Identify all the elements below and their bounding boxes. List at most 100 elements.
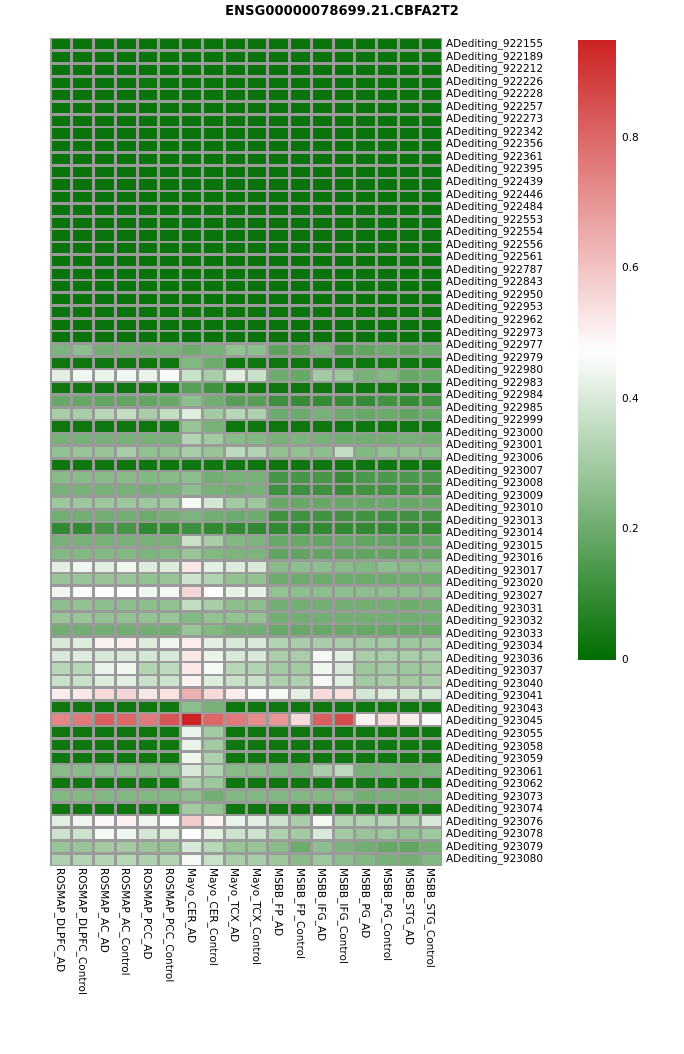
- heatmap-cell: [72, 713, 94, 726]
- heatmap-cell-fill: [225, 383, 245, 394]
- heatmap-cell-fill: [51, 128, 71, 139]
- heatmap-cell-fill: [138, 459, 158, 470]
- row-label: ADediting_922950: [446, 288, 543, 301]
- heatmap-cell: [202, 611, 224, 624]
- heatmap-cell-fill: [334, 803, 354, 814]
- heatmap-cell: [377, 369, 399, 382]
- heatmap-cell-fill: [182, 153, 201, 165]
- heatmap-cell: [311, 369, 333, 382]
- heatmap-cell-fill: [356, 638, 376, 649]
- heatmap-cell: [268, 76, 290, 89]
- heatmap-cell-fill: [203, 383, 223, 394]
- heatmap-cell: [311, 509, 333, 522]
- heatmap-cell-fill: [51, 854, 71, 865]
- heatmap-cell-fill: [225, 472, 245, 483]
- heatmap-cell: [224, 395, 246, 408]
- heatmap-cell-fill: [203, 816, 223, 827]
- heatmap-cell-fill: [116, 459, 136, 470]
- heatmap-cell: [94, 471, 116, 484]
- heatmap-cell: [115, 471, 137, 484]
- heatmap-cell: [181, 369, 203, 382]
- heatmap-cell-fill: [312, 153, 332, 165]
- heatmap-cell-fill: [269, 485, 289, 496]
- heatmap-cell: [72, 509, 94, 522]
- heatmap-cell: [159, 102, 181, 115]
- heatmap-cell: [137, 471, 159, 484]
- heatmap-cell-fill: [182, 408, 201, 419]
- heatmap-cell-fill: [138, 714, 158, 725]
- heatmap-cell: [224, 522, 246, 535]
- row-label: ADediting_922155: [446, 37, 543, 50]
- heatmap-cell-fill: [421, 102, 441, 114]
- heatmap-cell-fill: [160, 306, 180, 317]
- heatmap-cell: [246, 255, 268, 268]
- heatmap-cell-fill: [291, 638, 310, 649]
- heatmap-cell: [246, 675, 268, 688]
- heatmap-cell: [202, 700, 224, 713]
- heatmap-cell-fill: [203, 77, 223, 88]
- heatmap-cell-fill: [399, 561, 419, 572]
- heatmap-cell-fill: [116, 536, 136, 547]
- heatmap-cell: [202, 662, 224, 675]
- heatmap-cell: [355, 280, 377, 293]
- heatmap-cell: [311, 293, 333, 306]
- heatmap-cell: [159, 624, 181, 637]
- heatmap-cell: [72, 802, 94, 815]
- heatmap-cell: [311, 828, 333, 841]
- heatmap-cell: [355, 344, 377, 357]
- heatmap-cell: [224, 726, 246, 739]
- heatmap-cell-fill: [51, 153, 71, 165]
- heatmap-cell: [246, 165, 268, 178]
- heatmap-cell: [94, 815, 116, 828]
- heatmap-cell-fill: [421, 752, 441, 763]
- heatmap-cell-fill: [95, 561, 114, 572]
- heatmap-cell: [50, 293, 72, 306]
- heatmap-cell-fill: [95, 536, 114, 547]
- heatmap-cell-fill: [399, 587, 419, 598]
- heatmap-cell: [159, 815, 181, 828]
- heatmap-cell-fill: [138, 739, 158, 751]
- heatmap-cell: [398, 267, 420, 280]
- heatmap-cell-fill: [73, 153, 93, 165]
- heatmap-cell-fill: [203, 599, 223, 610]
- heatmap-cell-fill: [247, 676, 267, 687]
- heatmap-cell-fill: [138, 446, 158, 458]
- heatmap-cell: [246, 573, 268, 586]
- heatmap-cell: [137, 356, 159, 369]
- heatmap-cell-fill: [51, 829, 71, 840]
- heatmap-cell-fill: [334, 166, 354, 177]
- heatmap-cell-fill: [378, 765, 397, 776]
- heatmap-cell-fill: [73, 816, 93, 827]
- heatmap-cell-fill: [225, 434, 245, 445]
- heatmap-cell-fill: [203, 841, 223, 852]
- heatmap-cell-fill: [73, 841, 93, 852]
- heatmap-cell-fill: [51, 459, 71, 470]
- heatmap-cell-fill: [399, 370, 419, 381]
- heatmap-cell-fill: [399, 676, 419, 687]
- heatmap-cell: [115, 649, 137, 662]
- heatmap-cell-fill: [225, 599, 245, 610]
- heatmap-cell-fill: [51, 255, 71, 266]
- heatmap-cell: [333, 471, 355, 484]
- heatmap-cell: [420, 331, 442, 344]
- heatmap-cell-fill: [312, 688, 332, 700]
- heatmap-cell: [94, 140, 116, 153]
- heatmap-cell: [50, 637, 72, 650]
- heatmap-cell-fill: [95, 306, 114, 317]
- heatmap-cell-fill: [291, 523, 310, 534]
- heatmap-cell-fill: [247, 204, 267, 216]
- heatmap-cell: [420, 675, 442, 688]
- heatmap-cell-fill: [312, 281, 332, 292]
- heatmap-cell: [94, 38, 116, 51]
- heatmap-cell: [50, 204, 72, 217]
- heatmap-cell-fill: [247, 625, 267, 636]
- heatmap-cell: [94, 777, 116, 790]
- heatmap-cell: [72, 777, 94, 790]
- heatmap-cell-fill: [73, 434, 93, 445]
- heatmap-cell-fill: [116, 688, 136, 700]
- heatmap-cell: [420, 458, 442, 471]
- heatmap-cell: [94, 395, 116, 408]
- heatmap-cell-fill: [203, 523, 223, 534]
- heatmap-cell-fill: [291, 179, 310, 190]
- heatmap-cell-fill: [203, 345, 223, 356]
